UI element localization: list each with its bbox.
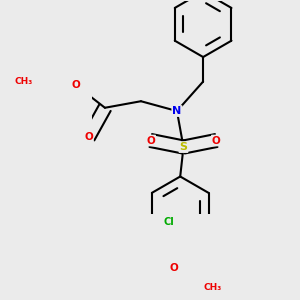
Text: N: N [172,106,182,116]
Text: Cl: Cl [164,217,175,227]
Text: O: O [212,136,220,146]
Text: CH₃: CH₃ [203,283,221,292]
Text: CH₃: CH₃ [15,77,33,86]
Text: O: O [146,136,155,146]
Text: O: O [169,263,178,273]
Text: O: O [84,132,93,142]
Text: S: S [179,142,188,152]
Text: O: O [71,80,80,90]
